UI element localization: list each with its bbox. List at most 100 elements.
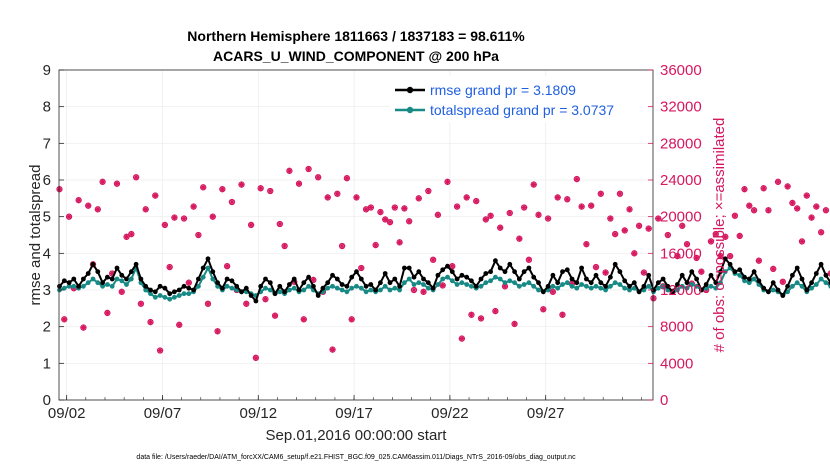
obs-assimilated-marker — [401, 205, 408, 212]
rmse-point — [746, 276, 752, 282]
rmse-point — [469, 278, 474, 284]
rmse-point — [402, 265, 407, 271]
x-tick-label: 09/02 — [48, 405, 86, 422]
obs-assimilated-marker — [612, 231, 619, 238]
totalspread-point — [100, 283, 105, 289]
obs-assimilated-marker — [463, 194, 470, 201]
rmse-point — [105, 274, 110, 280]
totalspread-point — [469, 283, 474, 289]
totalspread-point — [550, 283, 556, 289]
x-axis-label: Sep.01,2016 00:00:00 start — [266, 427, 448, 444]
obs-assimilated-marker — [684, 241, 691, 248]
rmse-point — [651, 287, 656, 293]
totalspread-point — [406, 276, 412, 282]
rmse-point — [818, 261, 824, 267]
rmse-point — [483, 271, 489, 276]
rmse-point — [191, 287, 197, 293]
obs-assimilated-marker — [698, 268, 705, 275]
obs-assimilated-marker — [468, 311, 475, 318]
totalspread-point — [287, 287, 292, 293]
obs-assimilated-marker — [295, 180, 302, 187]
obs-assimilated-marker — [339, 243, 346, 249]
totalspread-point — [660, 283, 666, 289]
obs-assimilated-marker — [564, 196, 571, 203]
rmse-point — [311, 283, 316, 289]
obs-assimilated-marker — [487, 212, 494, 219]
obs-assimilated-marker — [276, 221, 283, 227]
left-tick-label: 3 — [43, 282, 51, 299]
totalspread-point — [813, 282, 819, 287]
totalspread-point — [71, 283, 77, 289]
x-tick-label: 09/17 — [335, 405, 373, 422]
obs-assimilated-marker — [545, 215, 552, 222]
totalspread-point — [718, 280, 723, 286]
rmse-point — [344, 283, 350, 289]
right-tick-label: 24000 — [660, 172, 702, 189]
totalspread-point — [224, 283, 230, 289]
rmse-point — [358, 276, 364, 282]
totalspread-point — [512, 280, 517, 286]
obs-assimilated-marker — [722, 233, 729, 240]
totalspread-point — [679, 283, 685, 289]
rmse-point — [660, 276, 666, 282]
obs-assimilated-marker — [157, 347, 164, 354]
rmse-point — [665, 283, 671, 289]
left-y-axis-label: rmse and totalspread — [27, 165, 44, 306]
totalspread-point — [66, 283, 72, 289]
obs-assimilated-marker — [602, 269, 609, 276]
right-tick-label: 12000 — [660, 282, 702, 299]
rmse-point — [61, 278, 67, 284]
rmse-point — [722, 256, 728, 262]
obs-assimilated-marker — [85, 202, 92, 209]
totalspread-point — [751, 276, 757, 282]
rmse-point — [507, 261, 513, 267]
rmse-point — [593, 272, 599, 278]
obs-assimilated-marker — [439, 282, 446, 289]
rmse-point — [224, 276, 230, 282]
rmse-point — [708, 272, 714, 278]
rmse-point — [301, 280, 307, 286]
totalspread-point — [617, 282, 623, 287]
totalspread-point — [646, 283, 652, 289]
obs-count-markers — [56, 165, 830, 361]
left-tick-label: 5 — [43, 209, 51, 226]
obs-assimilated-marker — [66, 213, 73, 220]
totalspread-point — [167, 296, 173, 302]
rmse-point — [243, 285, 249, 291]
totalspread-point — [579, 282, 584, 287]
obs-assimilated-marker — [655, 215, 662, 222]
legend-box — [390, 76, 648, 122]
totalspread-point — [483, 280, 489, 286]
totalspread-point — [584, 283, 589, 289]
obs-assimilated-marker — [511, 320, 518, 327]
totalspread-point — [181, 291, 187, 297]
obs-assimilated-marker — [554, 194, 561, 201]
obs-assimilated-marker — [530, 181, 537, 188]
totalspread-point — [574, 285, 580, 291]
obs-assimilated-marker — [731, 212, 738, 219]
totalspread-point — [593, 283, 599, 289]
rmse-point — [176, 287, 182, 293]
obs-assimilated-marker — [56, 186, 63, 193]
totalspread-point — [358, 285, 364, 291]
right-tick-label: 16000 — [660, 245, 702, 262]
obs-assimilated-marker — [363, 206, 370, 213]
obs-assimilated-marker — [75, 197, 82, 204]
rmse-point — [464, 274, 470, 280]
totalspread-point — [521, 282, 527, 287]
obs-assimilated-marker — [420, 288, 427, 295]
totalspread-point — [368, 287, 374, 293]
right-tick-label: 36000 — [660, 62, 702, 79]
x-axis: 09/02 09/07 09/12 09/17 09/22 09/27 — [48, 395, 642, 422]
obs-assimilated-marker — [382, 216, 389, 223]
totalspread-point — [598, 285, 604, 291]
totalspread-point — [737, 272, 743, 278]
obs-assimilated-marker — [746, 202, 753, 209]
obs-assimilated-marker — [214, 328, 221, 335]
legend-rmse-label: rmse grand pr = 3.1809 — [430, 82, 576, 98]
totalspread-point — [794, 280, 800, 286]
rmse-point — [234, 283, 240, 289]
obs-assimilated-marker — [61, 316, 68, 323]
obs-assimilated-marker — [482, 216, 489, 223]
rmse-point — [354, 269, 359, 275]
